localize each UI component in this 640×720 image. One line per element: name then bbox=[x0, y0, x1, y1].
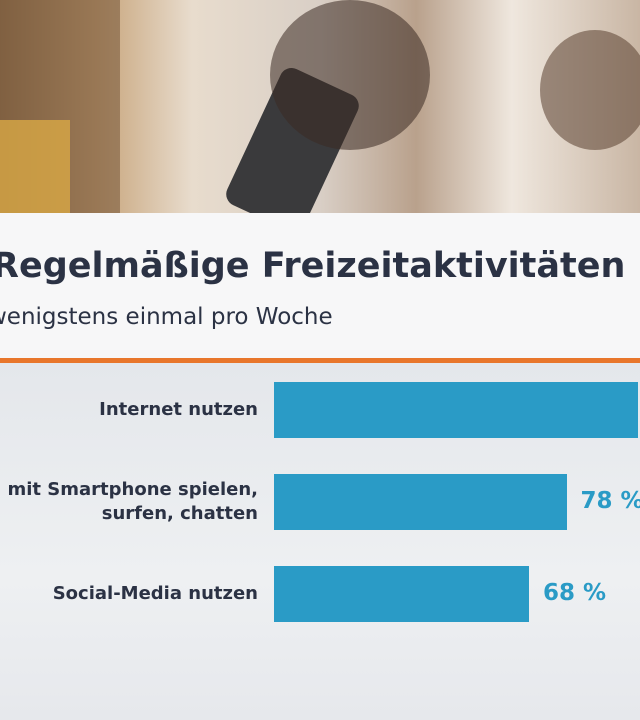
chart-subtitle: wenigstens einmal pro Woche bbox=[0, 304, 333, 330]
photo-shape bbox=[0, 120, 70, 213]
background-photo bbox=[0, 0, 640, 213]
category-label: Internet nutzen bbox=[99, 399, 258, 420]
chart-title: Regelmäßige Freizeitaktivitäten bbox=[0, 246, 626, 286]
value-label: 68 % bbox=[543, 580, 607, 606]
divider bbox=[0, 358, 640, 363]
title-panel bbox=[0, 213, 640, 359]
bar bbox=[274, 566, 529, 622]
bar bbox=[274, 382, 638, 438]
category-label: mit Smartphone spielen, surfen, chatten bbox=[7, 479, 258, 524]
bar bbox=[274, 474, 567, 530]
photo-shape bbox=[540, 30, 640, 150]
value-label: 78 % bbox=[580, 488, 640, 514]
photo-shape bbox=[270, 0, 430, 150]
category-label: Social-Media nutzen bbox=[52, 583, 258, 604]
